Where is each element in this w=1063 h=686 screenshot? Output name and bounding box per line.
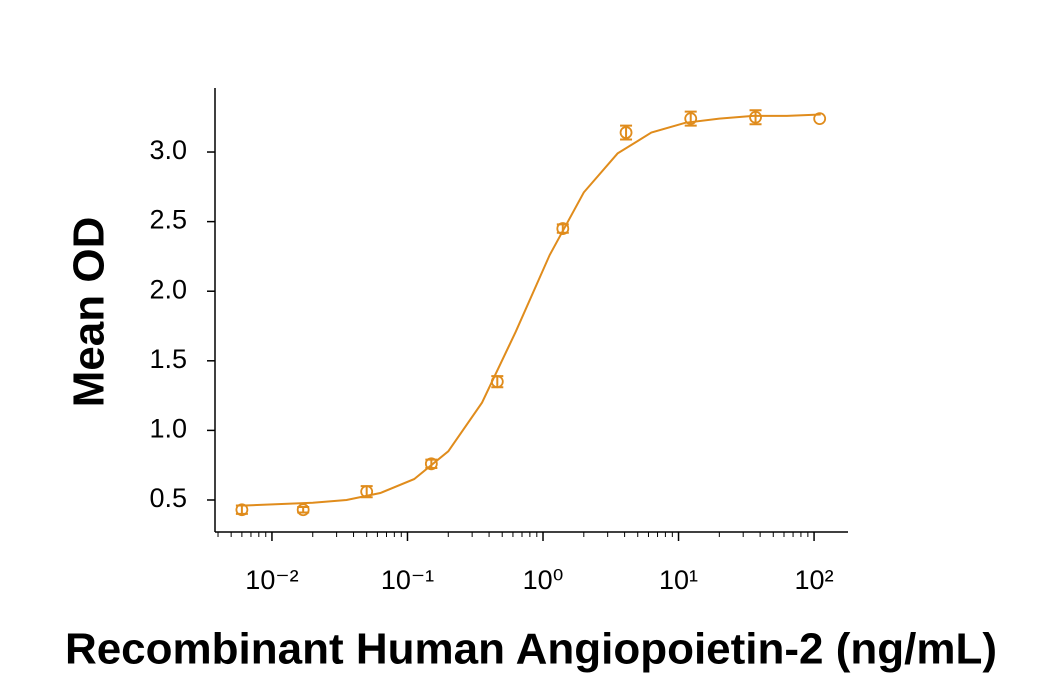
- x-tick-label: 10⁰: [523, 565, 564, 595]
- x-tick-label: 10²: [795, 565, 834, 595]
- y-tick-label: 2.5: [149, 205, 187, 235]
- data-point: [235, 503, 249, 517]
- data-point: [619, 126, 633, 139]
- y-tick-label: 1.5: [149, 344, 187, 374]
- y-tick-label: 2.0: [149, 274, 187, 304]
- data-point: [360, 485, 374, 499]
- y-tick-label: 3.0: [149, 135, 187, 165]
- data-point: [296, 503, 310, 517]
- x-tick-label: 10⁻¹: [381, 565, 434, 595]
- data-point: [749, 110, 762, 124]
- x-axis-title: Recombinant Human Angiopoietin-2 (ng/mL): [65, 625, 997, 674]
- data-point: [424, 457, 438, 471]
- y-tick-label: 1.0: [149, 414, 187, 444]
- data-point: [556, 222, 570, 235]
- y-tick-label: 0.5: [149, 483, 187, 513]
- x-tick-label: 10¹: [659, 565, 698, 595]
- data-point: [684, 112, 698, 126]
- y-axis-title: Mean OD: [65, 217, 114, 408]
- fit-curve: [244, 113, 821, 507]
- data-point: [813, 112, 827, 126]
- x-tick-label: 10⁻²: [245, 565, 298, 595]
